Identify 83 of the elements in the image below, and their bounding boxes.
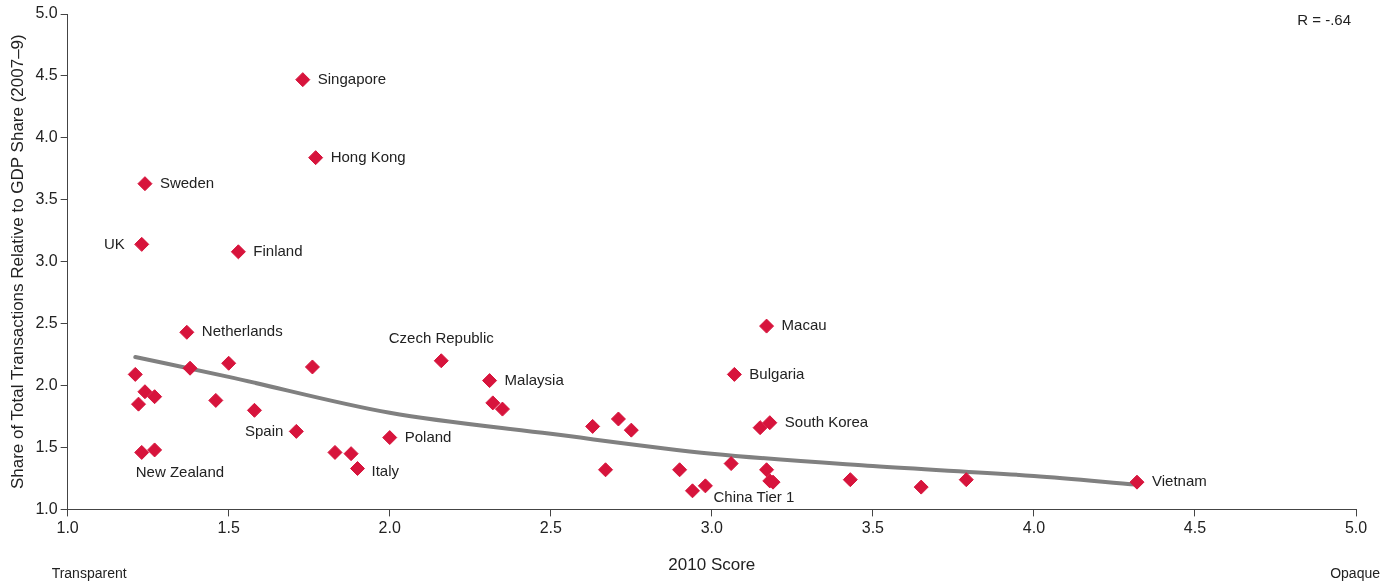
- text: Transparent: [51, 564, 127, 581]
- point: [221, 355, 237, 371]
- point: [182, 360, 198, 376]
- point: [685, 483, 700, 499]
- y-tick-label: 2.5: [35, 314, 58, 332]
- x-tick-label: 2.0: [378, 519, 401, 537]
- x-axis-title: 2010 Score: [668, 555, 756, 575]
- point: [304, 359, 320, 375]
- point: [752, 420, 768, 436]
- point: [433, 353, 449, 369]
- point: [672, 462, 688, 478]
- point: [179, 324, 195, 340]
- point: [382, 430, 398, 446]
- annotation: China Tier 1: [713, 487, 795, 505]
- point: [147, 389, 163, 405]
- annotation: Spain: [244, 421, 284, 439]
- annotation: R = -.64: [1297, 11, 1351, 29]
- point: [147, 442, 163, 458]
- annotation: UK: [103, 234, 125, 252]
- point: [134, 236, 150, 252]
- point: [230, 244, 246, 260]
- point: [913, 479, 929, 495]
- point: [494, 401, 510, 417]
- point: [137, 384, 153, 400]
- x-tick-label: 5.0: [1344, 519, 1368, 537]
- point: [134, 444, 150, 460]
- point: [350, 461, 366, 477]
- point: [327, 444, 343, 460]
- point: [485, 395, 501, 411]
- x-tick-label: 4.5: [1183, 519, 1207, 537]
- annotation: Macau: [781, 316, 827, 334]
- x-tick-label: 1.5: [217, 519, 240, 537]
- point: [759, 318, 775, 334]
- point: [288, 423, 304, 439]
- point: [1129, 474, 1145, 490]
- y-axis-title: Share of Total Transactions Relative to GDP Share (2007–9): [7, 34, 27, 490]
- annotation: Bulgaria: [749, 364, 806, 382]
- x-tick-label: 2.5: [539, 519, 562, 537]
- y-tick-label: 1.0: [35, 499, 58, 517]
- point: [131, 396, 146, 412]
- point: [137, 176, 153, 192]
- annotation: South Korea: [784, 412, 869, 430]
- y-tick-label: 5.0: [35, 4, 58, 22]
- annotation: Italy: [371, 461, 400, 479]
- y-tick-label: 4.0: [35, 128, 58, 146]
- y-tick-label: 1.5: [35, 437, 58, 455]
- x-tick-label: 4.0: [1022, 519, 1046, 537]
- annotation: New Zealand: [135, 462, 225, 480]
- point: [958, 472, 974, 488]
- point: [295, 72, 311, 88]
- point: [598, 462, 614, 478]
- point: [246, 402, 262, 418]
- annotation: Singapore: [317, 69, 387, 87]
- y-tick-label: 2.0: [35, 375, 58, 393]
- y-tick-label: 3.5: [35, 190, 58, 208]
- annotation: Finland: [253, 241, 303, 259]
- point: [726, 366, 742, 382]
- point: [697, 478, 713, 494]
- point: [759, 462, 775, 478]
- annotation: Czech Republic: [388, 328, 495, 346]
- point: [482, 373, 498, 389]
- annotation: Netherlands: [201, 322, 283, 340]
- point: [842, 472, 858, 488]
- point: [343, 446, 359, 462]
- x-tick-label: 3.5: [861, 519, 885, 537]
- x-tick-label: 3.0: [700, 519, 724, 537]
- annotation: Malaysia: [504, 370, 565, 388]
- point: [208, 392, 224, 408]
- point: [585, 418, 601, 434]
- point: [127, 366, 143, 382]
- annotation: Hong Kong: [330, 147, 406, 165]
- annotation: Vietnam: [1151, 472, 1207, 490]
- point: [610, 411, 626, 427]
- point: [308, 150, 324, 166]
- text: Opaque: [1330, 564, 1381, 581]
- y-tick-label: 3.0: [35, 252, 58, 270]
- annotation: Poland: [404, 427, 452, 445]
- point: [762, 415, 778, 431]
- annotation: Sweden: [159, 173, 215, 191]
- x-tick-label: 1.0: [56, 519, 79, 537]
- point: [623, 422, 639, 438]
- point: [723, 456, 739, 472]
- y-tick-label: 4.5: [35, 66, 58, 84]
